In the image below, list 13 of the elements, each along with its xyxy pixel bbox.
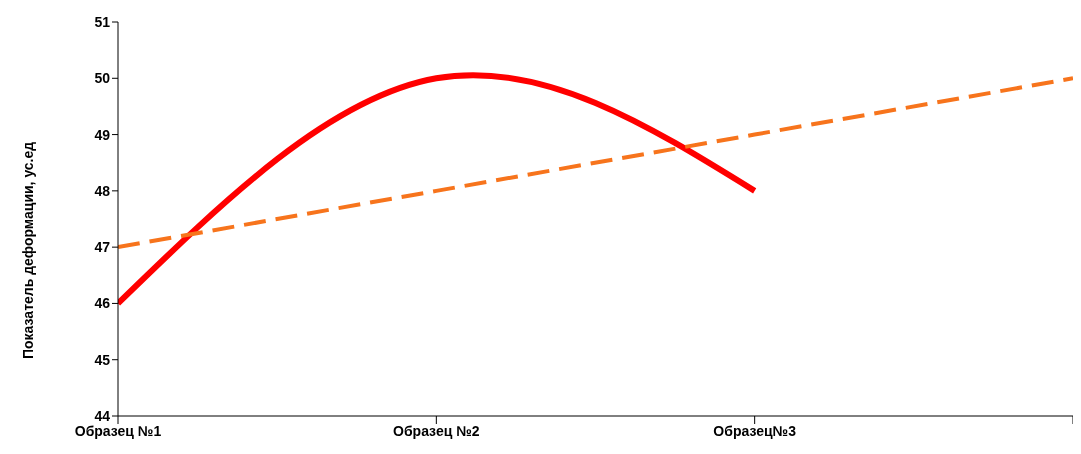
y-axis-title: Показатель деформации, ус.ед <box>19 141 36 359</box>
y-tick-label: 50 <box>94 70 111 87</box>
y-tick-label: 44 <box>94 407 111 424</box>
y-tick-label: 46 <box>94 295 111 312</box>
y-tick-label: 47 <box>94 239 111 256</box>
x-tick-label: Образец №2 <box>393 422 480 439</box>
y-tick-label: 45 <box>94 351 111 368</box>
x-tick-label: Образец№3 <box>713 422 797 439</box>
x-tick-label: Образец №1 <box>74 422 162 439</box>
y-tick-label: 49 <box>94 126 111 143</box>
line-series <box>118 76 1073 250</box>
y-tick-label: 51 <box>94 13 111 30</box>
y-tick-label: 48 <box>94 182 111 199</box>
